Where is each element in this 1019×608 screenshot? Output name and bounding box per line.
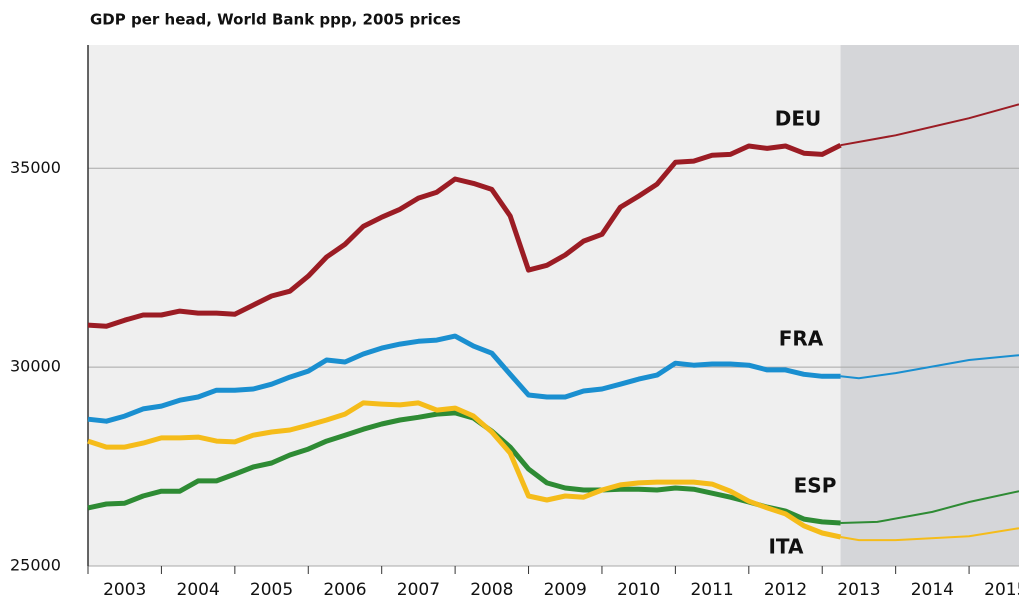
series-line	[87, 142, 842, 329]
x-tick-label: 2012	[764, 580, 807, 600]
forecast-line	[840, 490, 1019, 524]
x-tick-label: 2003	[103, 580, 146, 600]
x-tick-label: 2007	[397, 580, 440, 600]
series-label: DEU	[775, 107, 822, 131]
chart-title: GDP per head, World Bank ppp, 2005 price…	[90, 11, 461, 29]
y-tick-label: 30000	[10, 357, 61, 376]
x-tick-label: 2006	[323, 580, 366, 600]
forecast-line	[840, 103, 1019, 147]
forecast-region	[840, 45, 1019, 566]
series-label: FRA	[779, 327, 824, 351]
x-tick-label: 2010	[617, 580, 660, 600]
forecast-line	[840, 527, 1019, 542]
series-label: ITA	[768, 535, 804, 559]
x-tick-label: 2008	[470, 580, 513, 600]
x-tick-label: 2004	[177, 580, 220, 600]
series-line	[87, 410, 841, 526]
forecast-line	[840, 354, 1019, 380]
x-tick-label: 2005	[250, 580, 293, 600]
x-tick-label: 2015	[984, 580, 1019, 600]
series-label: ESP	[794, 474, 837, 498]
x-tick-label: 2009	[544, 580, 587, 600]
series-line	[87, 333, 841, 424]
y-tick-label: 25000	[10, 556, 61, 575]
x-tick-label: 2011	[690, 580, 733, 600]
y-tick-label: 35000	[10, 158, 61, 177]
series-line	[87, 400, 842, 540]
x-tick-label: 2014	[911, 580, 954, 600]
x-tick-label: 2013	[837, 580, 880, 600]
